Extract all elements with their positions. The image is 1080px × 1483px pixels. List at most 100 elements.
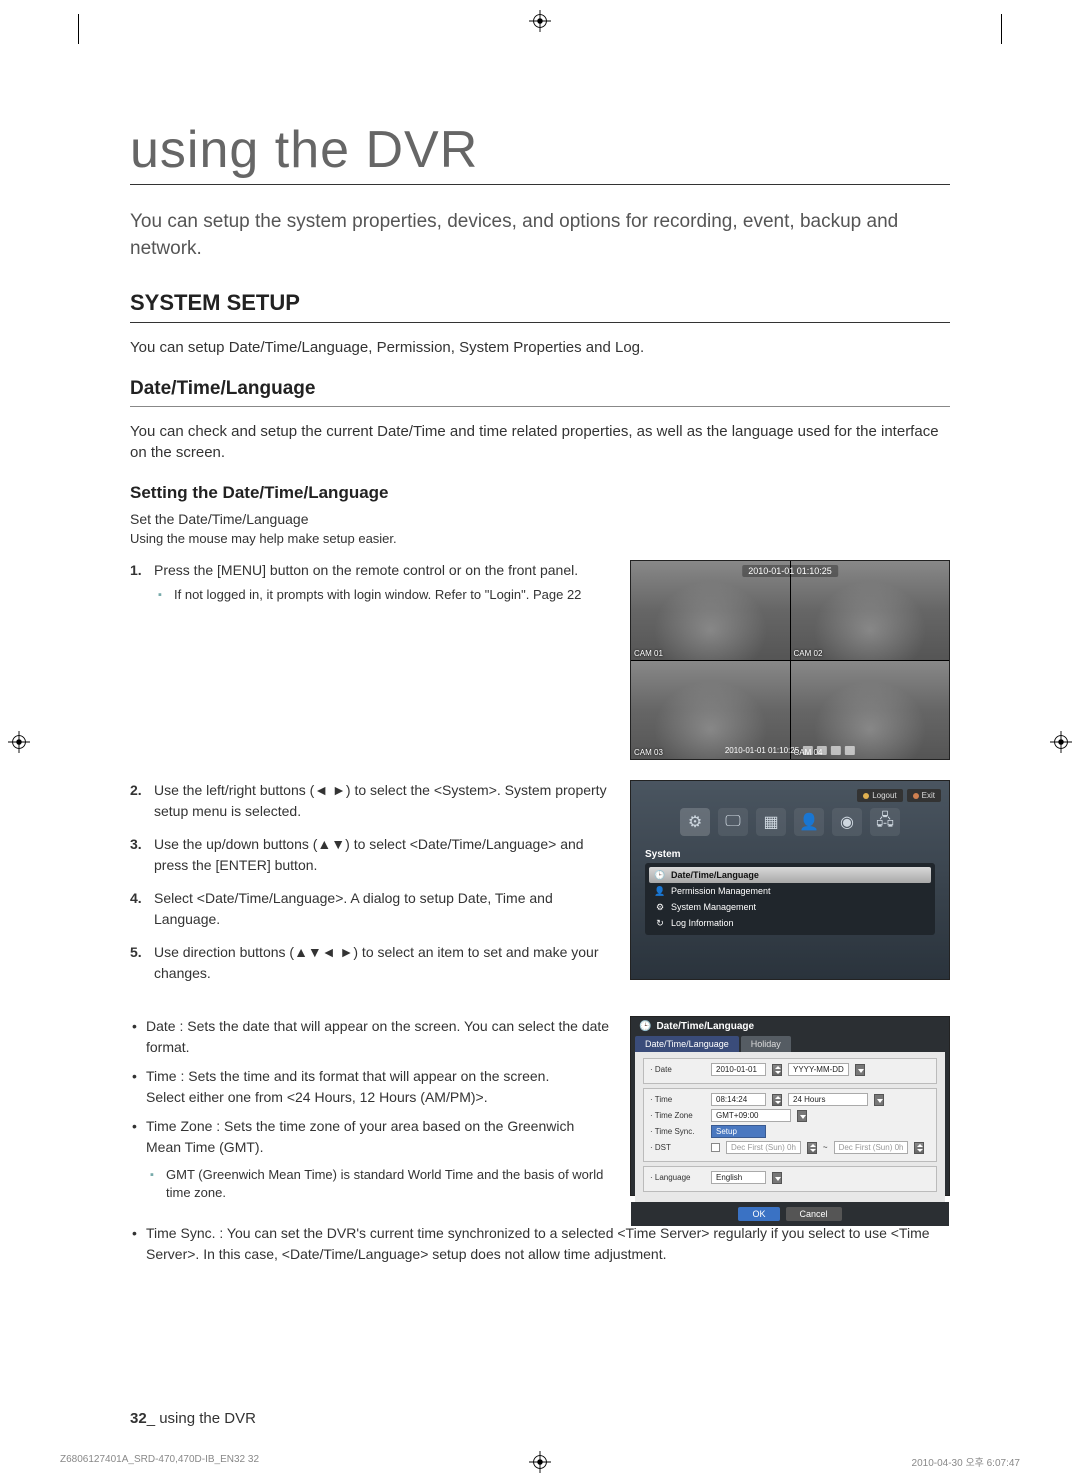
dst-from-field[interactable]: Dec First (Sun) 0h <box>726 1141 801 1154</box>
menu-item-label: Permission Management <box>671 886 771 896</box>
dialog-body: · Date 2010-01-01 YYYY-MM-DD · Time 08:1… <box>635 1052 945 1202</box>
date-label: · Date <box>650 1065 705 1074</box>
property-bullets: Date : Sets the date that will appear on… <box>130 1016 610 1158</box>
language-field[interactable]: English <box>711 1171 766 1184</box>
dst-checkbox[interactable] <box>711 1143 720 1152</box>
sync-label: · Time Sync. <box>650 1127 705 1136</box>
register-mark-icon <box>529 10 551 32</box>
cam-label: CAM 02 <box>794 649 823 658</box>
figure-system-menu: Logout Exit ⚙ 🖵 ▦ 👤 ◉ 🖧 System 🕒Date/Tim… <box>630 780 950 980</box>
cam-tile: CAM 03 <box>631 661 790 760</box>
dialog-title-text: Date/Time/Language <box>656 1021 754 1032</box>
print-left: Z6806127401A_SRD-470,470D-IB_EN32 32 <box>60 1454 259 1469</box>
cancel-button[interactable]: Cancel <box>786 1207 842 1221</box>
user-icon: 👤 <box>655 886 665 896</box>
page-footer: 32_ using the DVR <box>130 1410 256 1427</box>
page-number: 32 <box>130 1410 147 1427</box>
layout-icon <box>831 746 841 755</box>
sync-setup-button[interactable]: Setup <box>711 1125 766 1138</box>
chevron-down-icon[interactable] <box>772 1172 782 1184</box>
menu-list: 🕒 Date/Time/Language 👤 Permission Manageme… <box>645 863 935 935</box>
subhead-setting-dtl: Setting the Date/Time/Language <box>130 483 950 503</box>
page-title: using the DVR <box>130 120 950 185</box>
crop-mark-icon <box>50 14 110 74</box>
record-icon[interactable]: ▦ <box>756 808 786 836</box>
step-2: Use the left/right buttons (◄ ►) to sele… <box>130 780 610 822</box>
menu-item-sysmgmt[interactable]: ⚙ System Management <box>649 899 931 915</box>
intro-text: You can setup the system properties, dev… <box>130 209 950 262</box>
logout-icon <box>863 793 869 799</box>
layout-icon <box>803 746 813 755</box>
bullet-timesync: Time Sync. : You can set the DVR's curre… <box>130 1223 950 1265</box>
bullet-time-text: Time : Sets the time and its format that… <box>146 1068 549 1084</box>
time-format-field[interactable]: 24 Hours <box>788 1093 868 1106</box>
exit-icon <box>913 793 919 799</box>
steps-list: Press the [MENU] button on the remote co… <box>130 560 610 605</box>
crop-mark-icon <box>970 14 1030 74</box>
figure-dtl-dialog: 🕒 Date/Time/Language Date/Time/Language … <box>630 1016 950 1196</box>
steps-list-2: Use the left/right buttons (◄ ►) to sele… <box>130 780 610 984</box>
section-desc: You can setup Date/Time/Language, Permis… <box>130 337 950 358</box>
timestamp-bottom: 2010-01-01 01:10:25 <box>725 746 799 755</box>
spinner-icon[interactable] <box>772 1094 782 1106</box>
date-field[interactable]: 2010-01-01 <box>711 1063 766 1076</box>
menu-category-icons: ⚙ 🖵 ▦ 👤 ◉ 🖧 <box>639 808 941 836</box>
tab-dtl[interactable]: Date/Time/Language <box>635 1036 739 1052</box>
print-metadata: Z6806127401A_SRD-470,470D-IB_EN32 32 201… <box>0 1454 1080 1469</box>
menu-item-log[interactable]: ↻ Log Information <box>649 915 931 931</box>
spinner-icon[interactable] <box>807 1142 817 1154</box>
footer-text: _ using the DVR <box>147 1410 256 1427</box>
system-icon[interactable]: ⚙ <box>680 808 710 836</box>
date-format-field[interactable]: YYYY-MM-DD <box>788 1063 849 1076</box>
clock-icon: 🕒 <box>655 870 665 880</box>
tab-holiday[interactable]: Holiday <box>741 1036 791 1052</box>
menu-topbar: Logout Exit <box>639 789 941 802</box>
step-text: Press the [MENU] button on the remote co… <box>154 562 578 578</box>
cam-tile: CAM 04 <box>791 661 950 760</box>
layout-icon <box>817 746 827 755</box>
figure-quad-view: CAM 01 CAM 02 CAM 03 CAM 04 2010-01-01 0… <box>630 560 950 760</box>
logout-button[interactable]: Logout <box>857 789 902 802</box>
print-right: 2010-04-30 오후 6:07:47 <box>912 1454 1020 1469</box>
exit-label: Exit <box>922 791 935 800</box>
spinner-icon[interactable] <box>772 1064 782 1076</box>
subsection-dtl: Date/Time/Language <box>130 378 950 407</box>
bullet-time-sub: Select either one from <24 Hours, 12 Hou… <box>146 1089 488 1105</box>
dialog-tabs: Date/Time/Language Holiday <box>631 1036 949 1052</box>
menu-item-label: Date/Time/Language <box>671 870 759 880</box>
time-label: · Time <box>650 1095 705 1104</box>
menu-item-label: Log Information <box>671 918 734 928</box>
register-mark-icon <box>8 731 30 753</box>
lang-label: · Language <box>650 1173 705 1182</box>
device-icon[interactable]: 🖵 <box>718 808 748 836</box>
dst-to-field[interactable]: Dec First (Sun) 0h <box>834 1141 909 1154</box>
register-mark-icon <box>1050 731 1072 753</box>
chevron-down-icon[interactable] <box>855 1064 865 1076</box>
ok-button[interactable]: OK <box>738 1207 779 1221</box>
subhead-hint: Using the mouse may help make setup easi… <box>130 531 950 546</box>
chevron-down-icon[interactable] <box>797 1110 807 1122</box>
menu-item-dtl[interactable]: 🕒 Date/Time/Language <box>649 867 931 883</box>
subsection-desc: You can check and setup the current Date… <box>130 421 950 463</box>
menu-item-permission[interactable]: 👤 Permission Management <box>649 883 931 899</box>
step-3: Use the up/down buttons (▲▼) to select <… <box>130 834 610 876</box>
backup-icon[interactable]: ◉ <box>832 808 862 836</box>
time-field[interactable]: 08:14:24 <box>711 1093 766 1106</box>
step-1-note: If not logged in, it prompts with login … <box>154 585 610 605</box>
section-system-setup: SYSTEM SETUP <box>130 290 950 323</box>
menu-item-label: System Management <box>671 902 756 912</box>
dst-label: · DST <box>650 1143 705 1152</box>
subhead-sub: Set the Date/Time/Language <box>130 511 950 527</box>
tz-label: · Time Zone <box>650 1111 705 1120</box>
exit-button[interactable]: Exit <box>907 789 941 802</box>
refresh-icon: ↻ <box>655 918 665 928</box>
bullet-timezone: Time Zone : Sets the time zone of your a… <box>130 1116 610 1158</box>
network-icon[interactable]: 🖧 <box>870 808 900 836</box>
layout-icon <box>845 746 855 755</box>
step-1: Press the [MENU] button on the remote co… <box>130 560 610 605</box>
tz-field[interactable]: GMT+09:00 <box>711 1109 791 1122</box>
gear-icon: ⚙ <box>655 902 665 912</box>
spinner-icon[interactable] <box>914 1142 924 1154</box>
chevron-down-icon[interactable] <box>874 1094 884 1106</box>
event-icon[interactable]: 👤 <box>794 808 824 836</box>
